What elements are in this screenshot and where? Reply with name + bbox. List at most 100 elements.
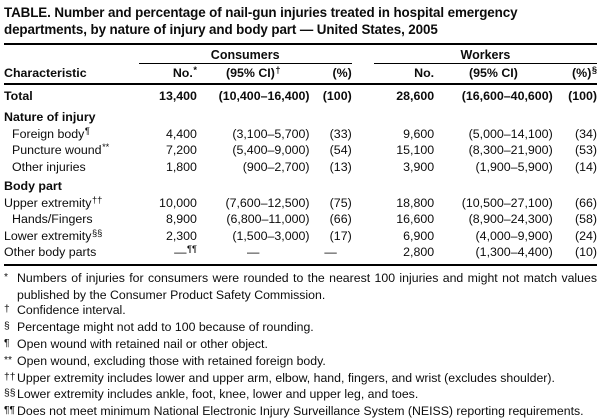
consumers-no-cell: 10,000 [159, 195, 197, 210]
table-row-total: Total 13,400 (10,400–16,400) (100) 28,60… [4, 84, 597, 107]
workers-no-cell: 6,900 [403, 228, 435, 243]
injury-data-table: Consumers Workers Characteristic No.* (9… [4, 42, 597, 266]
consumers-pct-cell: (54) [329, 143, 352, 158]
workers-group-header: Workers [373, 43, 597, 64]
consumers-ci-footnote-marker: † [275, 64, 281, 75]
column-gap [351, 63, 374, 85]
gap-cell [352, 84, 374, 107]
consumers-pct-cell: (33) [329, 126, 352, 141]
workers-no-label: No. [414, 65, 435, 80]
consumers-pct-cell: (75) [329, 195, 352, 210]
gap-cell [351, 244, 374, 266]
workers-pct-footnote-marker: § [591, 64, 597, 75]
footnote-marker: † [4, 304, 10, 316]
footnote-dagger: † Confidence interval. [4, 303, 597, 320]
section-header-label: Body part [4, 179, 62, 194]
footnote-text: Numbers of injuries for consumers were r… [17, 270, 597, 302]
workers-pct-cell: (66) [574, 195, 597, 210]
workers-pct-label: (%) [572, 65, 592, 80]
consumers-ci-column-header: (95% CI)† [196, 63, 310, 85]
footnote-asterisk: * Numbers of injuries for consumers were … [4, 271, 597, 304]
consumers-no-cell: 7,200 [165, 143, 197, 158]
row-label: Other injuries [12, 159, 86, 174]
consumers-no-cell: 1,800 [165, 159, 197, 174]
table-row-puncture-wound: Puncture wound** 7,200 (5,400–9,000) (54… [4, 142, 597, 159]
row-label: Total [4, 88, 33, 103]
group-gap [352, 44, 374, 64]
workers-pct-cell: (10) [552, 244, 597, 266]
consumers-no-label: No. [172, 65, 193, 80]
consumers-pct-cell: — [309, 244, 352, 266]
workers-ci-cell: (8,900–24,300) [468, 212, 553, 227]
footnote-marker: †† [4, 371, 16, 383]
consumers-ci-cell: (5,400–9,000) [232, 143, 310, 158]
column-header-row: Characteristic No.* (95% CI)† (%) No. (9… [4, 63, 597, 85]
workers-ci-label: (95% CI) [468, 65, 518, 80]
consumers-no-cell: —¶¶ [138, 244, 197, 266]
section-header-label: Nature of injury [4, 110, 96, 125]
consumers-no-cell: 2,300 [165, 228, 197, 243]
gap-cell [352, 228, 374, 245]
consumers-ci-label: (95% CI) [225, 65, 275, 80]
consumers-pct-cell: (66) [329, 212, 352, 227]
workers-pct-cell: (34) [574, 126, 597, 141]
row-label: Upper extremity†† [4, 195, 139, 212]
workers-ci-cell: (16,600–40,600) [461, 88, 553, 103]
workers-no-cell: 9,600 [403, 126, 435, 141]
workers-pct-cell: (24) [574, 228, 597, 243]
consumers-no-cell: 13,400 [159, 88, 197, 103]
gap-cell [352, 126, 374, 143]
workers-pct-cell: (58) [574, 212, 597, 227]
workers-pct-cell: (53) [574, 143, 597, 158]
consumers-ci-cell: (10,400–16,400) [218, 88, 310, 103]
workers-no-cell: 16,600 [396, 212, 435, 227]
footnote-text: Confidence interval. [17, 303, 126, 318]
footnote-text: Lower extremity includes ankle, foot, kn… [17, 387, 419, 402]
consumers-ci-cell: — [196, 244, 310, 266]
row-footnote-marker: ** [102, 142, 110, 153]
consumers-pct-label: (%) [332, 65, 352, 80]
row-label: Foreign body¶ [4, 126, 139, 143]
workers-ci-cell: (10,500–27,100) [461, 195, 553, 210]
row-label-text: Foreign body [12, 126, 85, 141]
row-footnote-marker: ¶¶ [186, 244, 197, 255]
consumers-no-footnote-marker: * [193, 64, 197, 75]
consumers-pct-cell: (100) [322, 88, 352, 103]
workers-pct-cell: (100) [568, 88, 597, 103]
workers-no-cell: 28,600 [396, 88, 435, 103]
table-title: TABLE. Number and percentage of nail-gun… [4, 5, 518, 37]
footnote-double-pilcrow: ¶¶ Does not meet minimum National Electro… [4, 404, 597, 419]
workers-ci-cell: (5,000–14,100) [468, 126, 553, 141]
consumers-ci-cell: (900–2,700) [242, 159, 310, 174]
consumers-group-header: Consumers [138, 43, 352, 64]
table-row-foreign-body: Foreign body¶ 4,400 (3,100–5,700) (33) 9… [4, 126, 597, 143]
footnote-text: Upper extremity includes lower and upper… [17, 370, 555, 385]
consumers-ci-cell: (7,600–12,500) [225, 195, 310, 210]
consumers-no-cell: 4,400 [165, 126, 197, 141]
workers-no-cell: 2,800 [373, 244, 435, 266]
footnote-marker: ¶¶ [4, 405, 16, 417]
footnote-text: Open wound with retained nail or other o… [17, 336, 268, 351]
consumers-ci-cell: (3,100–5,700) [232, 126, 310, 141]
workers-pct-column-header: (%)§ [552, 63, 597, 85]
gap-cell [352, 159, 374, 176]
consumers-ci-cell: (1,500–3,000) [232, 228, 310, 243]
group-header-row: Consumers Workers [4, 43, 597, 64]
row-label-text: Lower extremity [4, 228, 92, 243]
workers-ci-cell: (1,300–4,400) [434, 244, 553, 266]
row-footnote-marker: ¶ [84, 125, 90, 136]
table-row-hands-fingers: Hands/Fingers 8,900 (6,800–11,000) (66) … [4, 211, 597, 228]
section-header-row-nature-of-injury: Nature of injury [4, 106, 597, 126]
section-header-row-body-part: Body part [4, 175, 597, 195]
table-row-other-injuries: Other injuries 1,800 (900–2,700) (13) 3,… [4, 159, 597, 176]
footnote-marker: §§ [4, 388, 16, 400]
footnote-pilcrow: ¶ Open wound with retained nail or other … [4, 337, 597, 354]
workers-ci-cell: (8,300–21,900) [468, 143, 553, 158]
row-footnote-marker: §§ [91, 227, 103, 238]
workers-ci-cell: (1,900–5,900) [475, 159, 553, 174]
group-header-spacer [4, 44, 139, 64]
row-label-text: Puncture wound [12, 143, 102, 158]
workers-pct-cell: (14) [574, 159, 597, 174]
workers-no-cell: 15,100 [396, 143, 435, 158]
